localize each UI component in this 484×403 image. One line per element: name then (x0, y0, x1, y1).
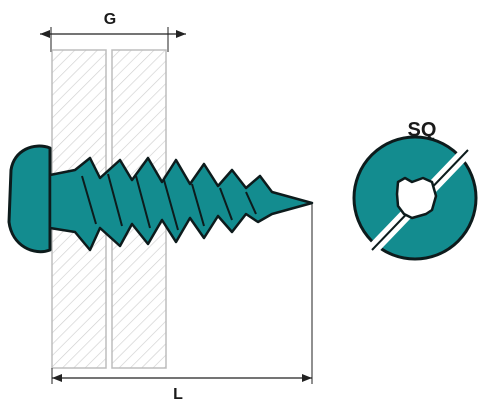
length-dimension: L (51, 204, 313, 403)
length-label: L (173, 386, 183, 403)
square-drive-icon: SQ (352, 119, 478, 261)
grip-dimension: G (40, 11, 186, 52)
screw-head (7, 144, 52, 254)
drive-label: SQ (408, 119, 437, 141)
screw (7, 144, 314, 254)
grip-label: G (104, 11, 116, 28)
screw-shank (48, 156, 314, 252)
